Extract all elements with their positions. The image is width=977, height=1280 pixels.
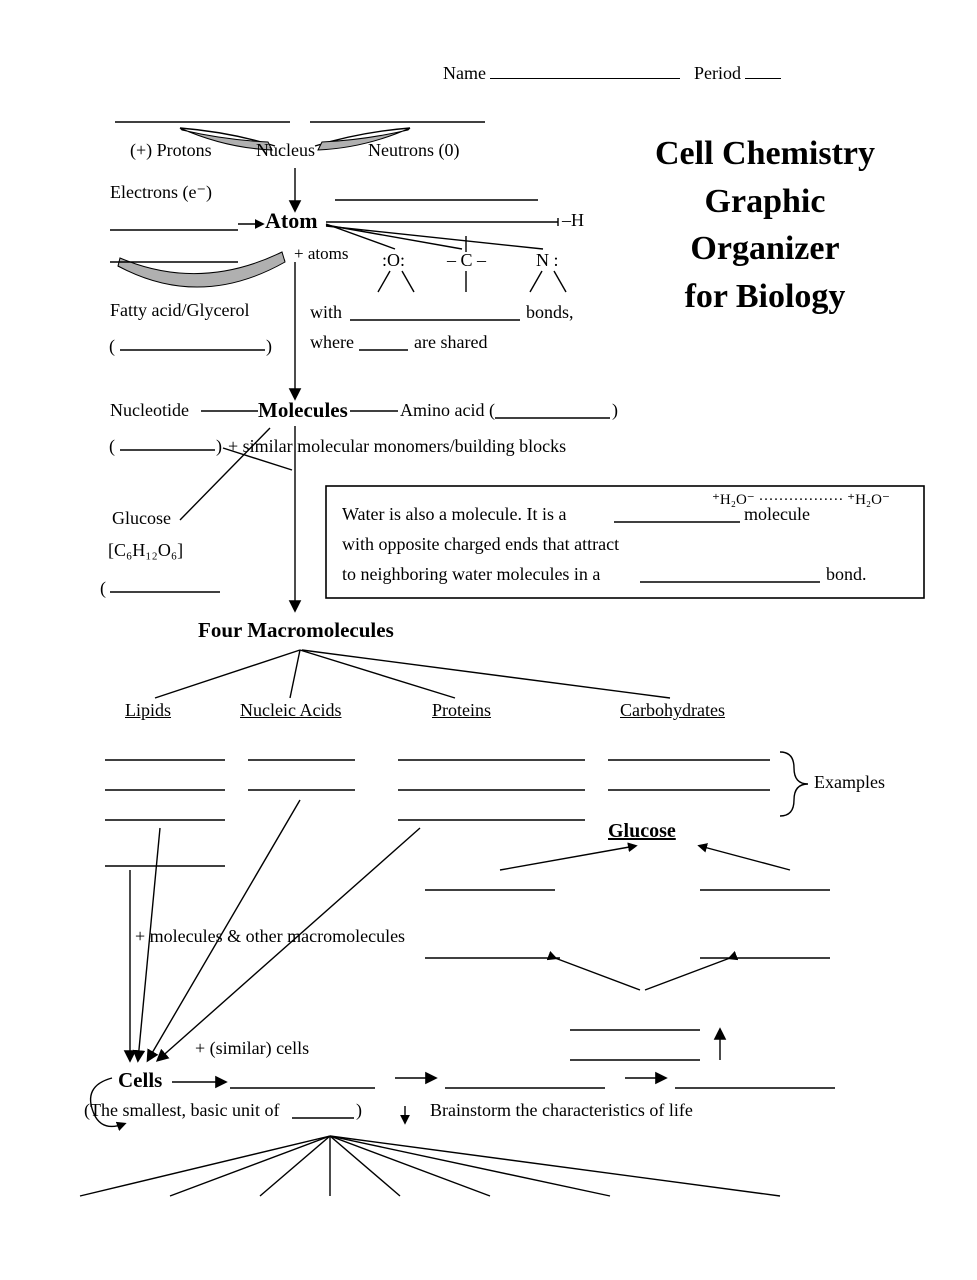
- electrons-label: Electrons (e⁻): [110, 182, 212, 203]
- plus-mol: + molecules & other macromolecules: [135, 926, 405, 947]
- glucose-label: Glucose: [112, 508, 171, 529]
- amino-label: Amino acid (: [400, 400, 495, 420]
- nucleus-label: Nucleus: [256, 140, 315, 161]
- water-line2: with opposite charged ends that attract: [342, 534, 619, 555]
- water-line3a: to neighboring water molecules in a: [342, 564, 600, 584]
- with-label: with: [310, 302, 342, 323]
- plus-atoms: + atoms: [294, 244, 348, 264]
- cells-sub-a: (The smallest, basic unit of: [84, 1100, 279, 1120]
- cells-sub-b: ): [356, 1100, 362, 1121]
- nucleotide-label: Nucleotide: [110, 400, 189, 421]
- macro-heading: Four Macromolecules: [198, 618, 394, 643]
- molecules-label: Molecules: [258, 398, 348, 423]
- o-label: :O:: [382, 250, 405, 271]
- proteins-label: Proteins: [432, 700, 491, 721]
- water-line1b: molecule: [744, 504, 810, 525]
- c-label: – C –: [447, 250, 486, 271]
- neutrons-label: Neutrons (0): [368, 140, 459, 161]
- brainstorm-label: Brainstorm the characteristics of life: [430, 1100, 693, 1121]
- water-line1a: Water is also a molecule. It is a: [342, 504, 566, 524]
- fatty-label: Fatty acid/Glycerol: [110, 300, 249, 321]
- plus-cells: + (similar) cells: [195, 1038, 309, 1059]
- n-label: N :: [536, 250, 559, 271]
- amino-close: ): [612, 400, 618, 421]
- h-label: –H: [562, 210, 584, 231]
- shared-label: are shared: [414, 332, 487, 353]
- where-label: where: [310, 332, 354, 353]
- glucose2-label: Glucose: [608, 820, 676, 843]
- cells-label: Cells: [118, 1068, 162, 1093]
- glucose-formula: [C₆H₁₂O₆]: [108, 540, 183, 561]
- carbs-label: Carbohydrates: [620, 700, 725, 721]
- examples-label: Examples: [814, 772, 885, 793]
- nucleic-label: Nucleic Acids: [240, 700, 341, 721]
- atom-label: Atom: [265, 208, 318, 234]
- protons-label: (+) Protons: [130, 140, 212, 161]
- bonds-label: bonds,: [526, 302, 574, 323]
- lipids-label: Lipids: [125, 700, 171, 721]
- water-line3b: bond.: [826, 564, 867, 585]
- plus-similar: + similar molecular monomers/building bl…: [228, 436, 566, 457]
